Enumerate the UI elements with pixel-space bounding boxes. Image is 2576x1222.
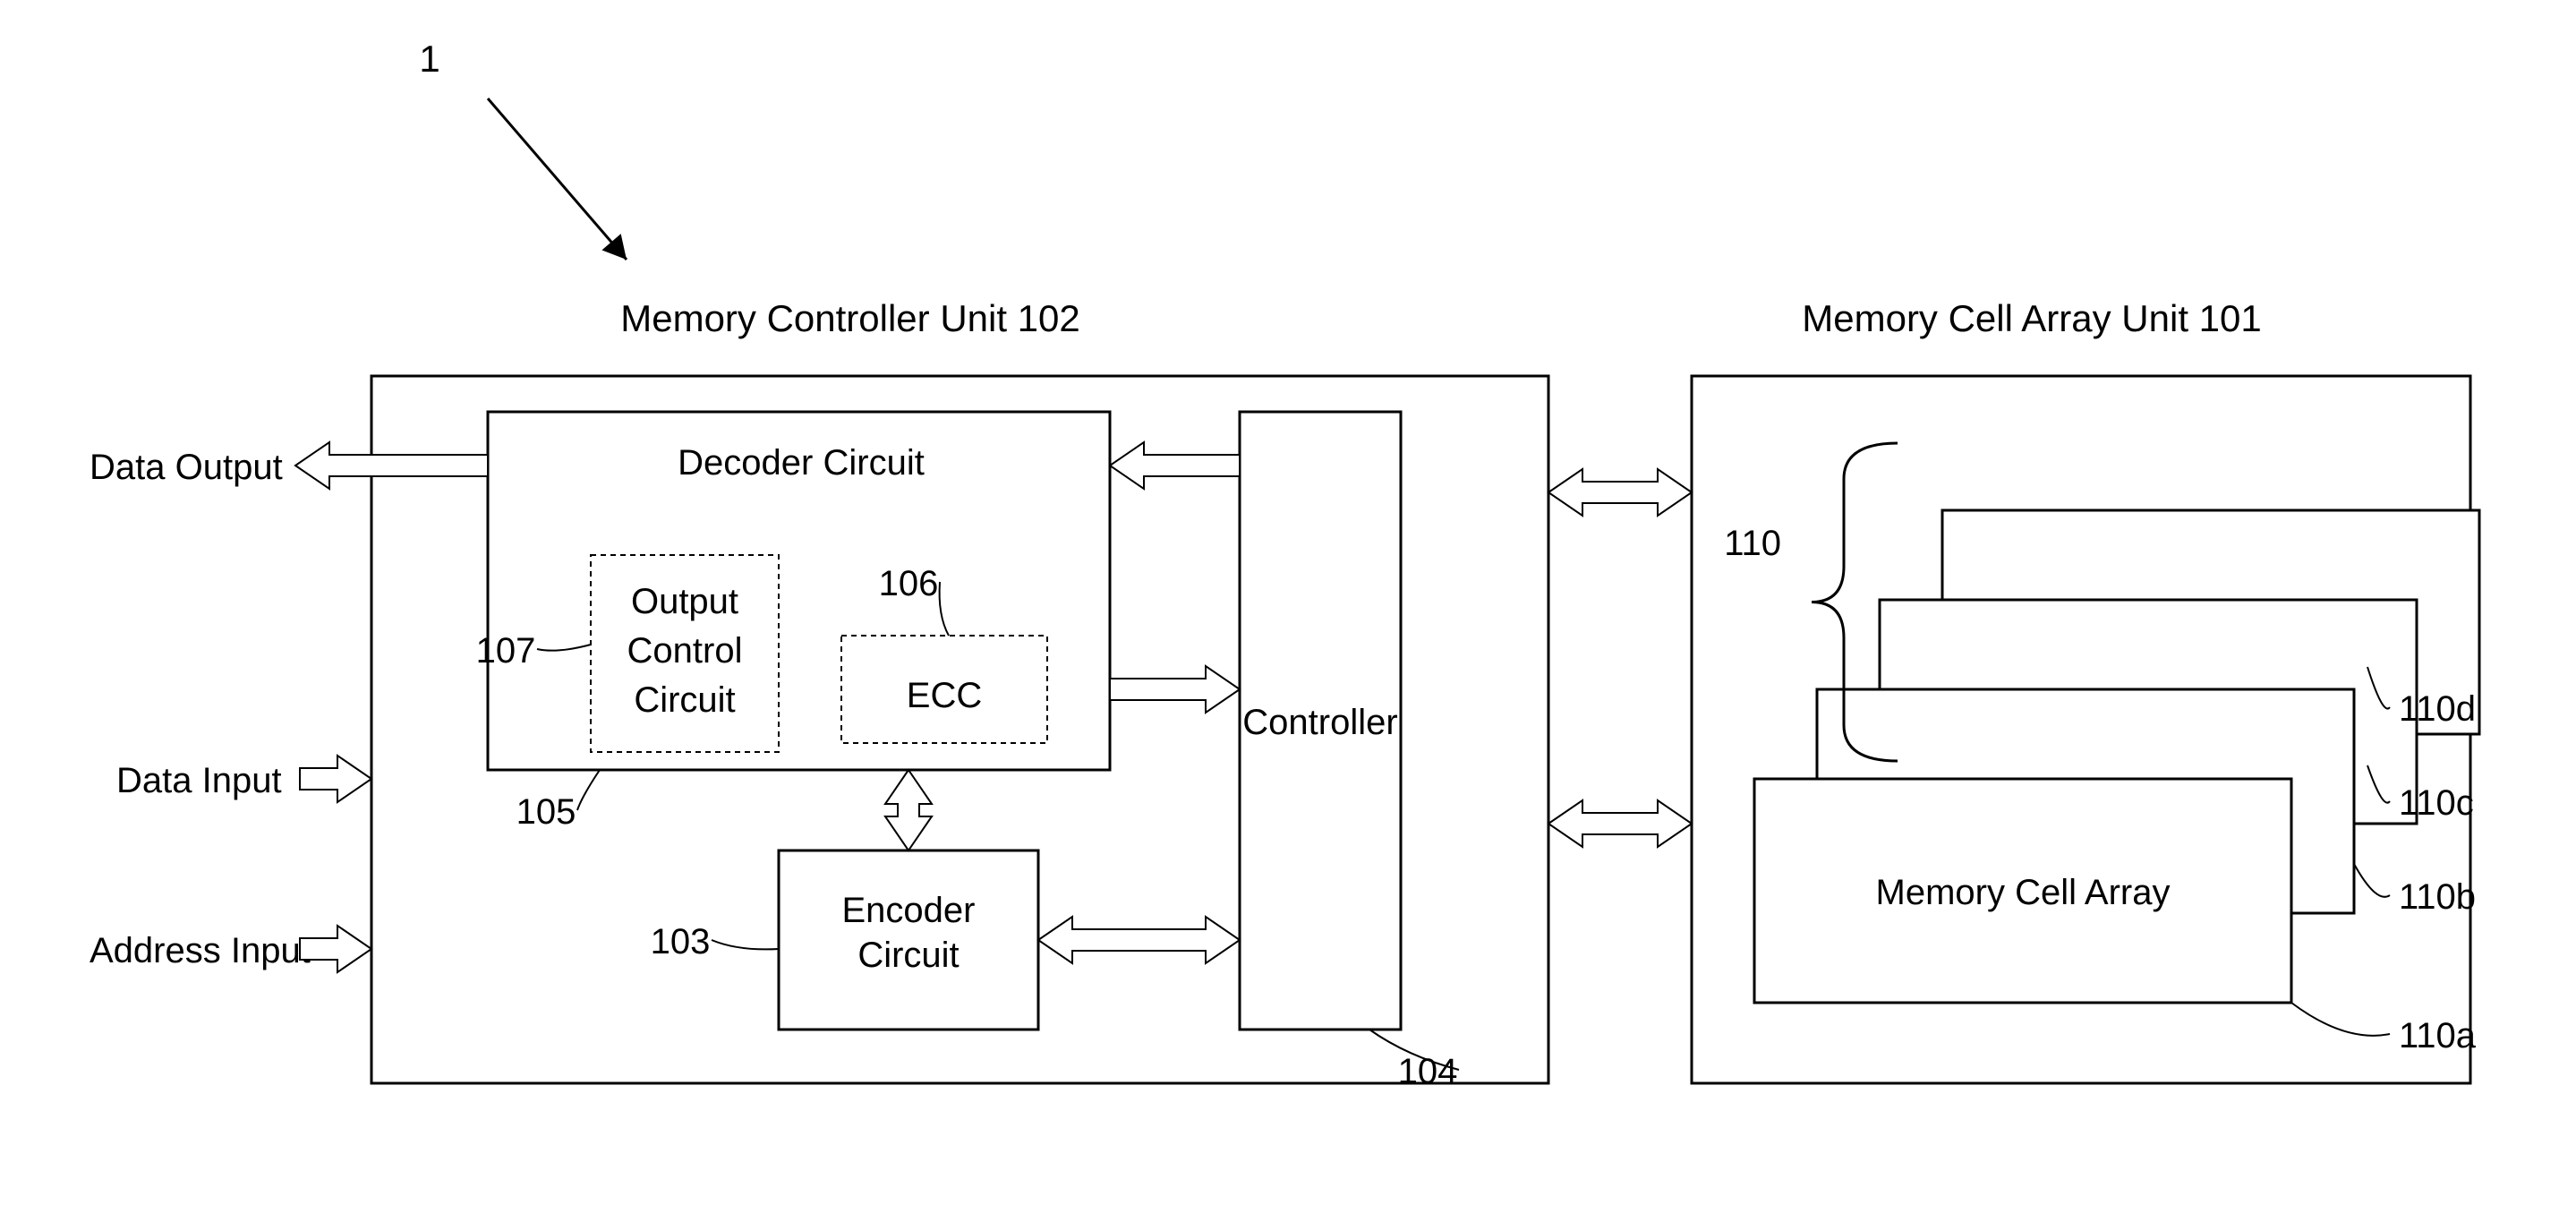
mcu-title: Memory Controller Unit 102 xyxy=(620,297,1080,339)
memory-ref-110c: 110c xyxy=(2399,783,2474,823)
memory-ref-110b: 110b xyxy=(2399,877,2476,917)
ecc-label: ECC xyxy=(907,676,982,715)
memory-cell-array-label: Memory Cell Array xyxy=(1876,873,2171,912)
memory-ref-110d: 110d xyxy=(2399,689,2476,729)
occ-label: Control xyxy=(627,631,743,671)
mca-title: Memory Cell Array Unit 101 xyxy=(1802,297,2262,339)
memory-ref-110a: 110a xyxy=(2399,1016,2477,1055)
ref-104: 104 xyxy=(1398,1052,1458,1091)
address-input-label: Address Input xyxy=(90,931,311,970)
arrow-double xyxy=(1548,469,1692,516)
data-input-label: Data Input xyxy=(116,761,282,800)
occ-label: Output xyxy=(631,582,738,621)
data-output-label: Data Output xyxy=(90,448,283,487)
arrow xyxy=(300,756,371,802)
ref-105: 105 xyxy=(516,792,576,832)
decoder-label: Decoder Circuit xyxy=(678,443,925,483)
ref-106: 106 xyxy=(879,564,939,603)
ref-107: 107 xyxy=(476,631,536,671)
encoder-label: Encoder xyxy=(842,891,976,930)
controller-label: Controller xyxy=(1242,703,1397,742)
ref-103: 103 xyxy=(651,922,711,961)
encoder-label: Circuit xyxy=(857,936,959,975)
occ-label: Circuit xyxy=(634,680,735,720)
arrow-double xyxy=(1548,800,1692,847)
figure-pointer xyxy=(488,98,627,260)
figure-pointer-head xyxy=(601,234,627,260)
figure-number: 1 xyxy=(419,38,439,80)
memory-stack-group-label: 110 xyxy=(1724,524,1781,563)
arrow xyxy=(300,926,371,972)
